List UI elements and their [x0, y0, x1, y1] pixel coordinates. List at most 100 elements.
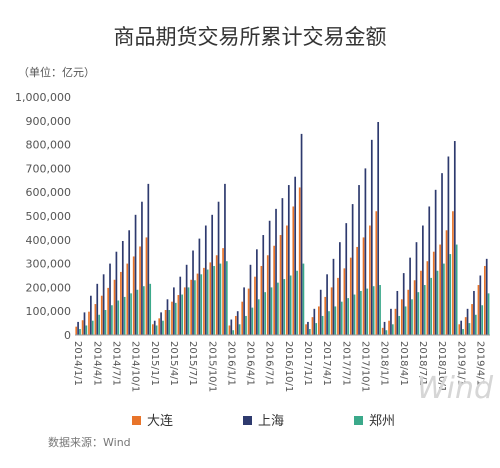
legend-swatch-shanghai	[243, 416, 252, 425]
x-tick-label: 2019/4/1	[474, 341, 485, 386]
bar-zhengzhou	[379, 285, 381, 335]
bar-zhengzhou	[360, 290, 362, 335]
bar-dalian	[126, 263, 129, 335]
bar-zhengzhou	[385, 330, 388, 335]
bar-zhengzhou	[206, 269, 209, 335]
bar-zhengzhou	[251, 307, 254, 335]
bar-dalian	[234, 315, 237, 335]
bar-shanghai	[179, 276, 182, 335]
x-tick-label: 2017/7/1	[340, 341, 351, 386]
bar-dalian	[254, 276, 256, 335]
legend-swatch-dalian	[132, 416, 141, 425]
bar-dalian	[471, 304, 473, 335]
bar-shanghai	[300, 133, 303, 335]
legend-label-dalian: 大连	[147, 413, 173, 429]
bar-zhengzhou	[168, 310, 171, 335]
bar-dalian	[88, 311, 90, 335]
bar-shanghai	[153, 320, 156, 335]
bar-shanghai	[415, 242, 418, 335]
bar-shanghai	[217, 201, 220, 335]
source-note: 数据来源：Wind	[48, 435, 131, 449]
bar-dalian	[171, 301, 173, 335]
bar-shanghai	[294, 176, 297, 335]
bar-shanghai	[351, 204, 354, 335]
bar-shanghai	[211, 214, 214, 335]
bar-zhengzhou	[328, 311, 330, 335]
legend: 大连 上海 郑州	[132, 413, 395, 429]
x-tick-label: 2014/4/1	[91, 341, 102, 386]
bar-zhengzhou	[443, 263, 445, 335]
bar-dalian	[190, 279, 192, 335]
bar-shanghai	[453, 141, 456, 335]
bar-zhengzhou	[149, 283, 152, 335]
bar-dalian	[349, 257, 352, 335]
y-tick-label: 0	[64, 329, 71, 342]
bar-shanghai	[466, 308, 469, 335]
bar-dalian	[330, 287, 333, 335]
bar-zhengzhou	[174, 302, 177, 335]
x-tick-label: 2017/10/1	[360, 341, 371, 392]
bar-shanghai	[428, 206, 431, 335]
bar-dalian	[203, 267, 205, 335]
x-tick-label: 2017/4/1	[321, 341, 332, 386]
bar-zhengzhou	[404, 306, 407, 335]
bar-shanghai	[307, 321, 309, 335]
bar-shanghai	[460, 320, 463, 335]
bar-shanghai	[326, 274, 328, 335]
x-tick-label: 2014/7/1	[111, 341, 122, 386]
x-tick-label: 2014/10/1	[130, 341, 141, 392]
bar-shanghai	[128, 230, 131, 335]
bar-shanghai	[339, 242, 341, 335]
bar-zhengzhou	[423, 285, 426, 335]
bar-dalian	[279, 235, 282, 335]
chart-title: 商品期货交易所累计交易金额	[114, 25, 387, 49]
bar-dalian	[132, 256, 135, 335]
bar-shanghai	[281, 198, 284, 335]
bar-zhengzhou	[481, 305, 484, 335]
bar-zhengzhou	[142, 286, 145, 335]
bar-dalian	[388, 320, 390, 335]
bar-dalian	[247, 288, 250, 335]
bar-dalian	[120, 271, 122, 335]
bar-zhengzhou	[219, 263, 222, 335]
y-tick-label: 200,000	[26, 281, 72, 294]
bar-zhengzhou	[181, 294, 183, 335]
bar-dalian	[317, 306, 320, 335]
bar-zhengzhou	[264, 292, 266, 335]
x-tick-label: 2015/4/1	[168, 341, 179, 386]
bar-dalian	[356, 246, 358, 335]
bar-zhengzhou	[296, 270, 298, 335]
bar-zhengzhou	[85, 325, 88, 335]
bar-shanghai	[160, 312, 162, 335]
bar-dalian	[139, 246, 141, 335]
x-tick-label: 2015/1/1	[149, 341, 160, 386]
bar-dalian	[81, 320, 84, 335]
bar-shanghai	[364, 168, 367, 335]
bar-dalian	[458, 324, 461, 335]
bar-shanghai	[370, 139, 373, 335]
legend-swatch-zhengzhou	[354, 416, 363, 425]
bar-zhengzhou	[436, 270, 439, 335]
bar-zhengzhou	[270, 287, 273, 335]
bar-dalian	[273, 245, 275, 335]
bar-dalian	[439, 244, 441, 335]
y-tick-label: 800,000	[26, 139, 72, 152]
bar-zhengzhou	[347, 298, 349, 335]
legend-label-zhengzhou: 郑州	[369, 414, 395, 429]
bar-zhengzhou	[302, 263, 305, 335]
bar-dalian	[420, 270, 422, 335]
bar-shanghai	[121, 240, 124, 335]
bar-shanghai	[204, 225, 207, 335]
bar-zhengzhou	[245, 315, 247, 335]
bar-zhengzhou	[123, 296, 126, 335]
bar-dalian	[292, 206, 295, 335]
bar-dalian	[113, 279, 116, 335]
bar-shanghai	[96, 283, 99, 335]
bar-zhengzhou	[289, 275, 292, 335]
bar-dalian	[452, 211, 454, 335]
bar-zhengzhou	[321, 315, 324, 335]
bar-zhengzhou	[91, 320, 94, 335]
bar-zhengzhou	[283, 279, 286, 335]
bar-shanghai	[192, 250, 194, 335]
bar-dalian	[407, 289, 410, 335]
